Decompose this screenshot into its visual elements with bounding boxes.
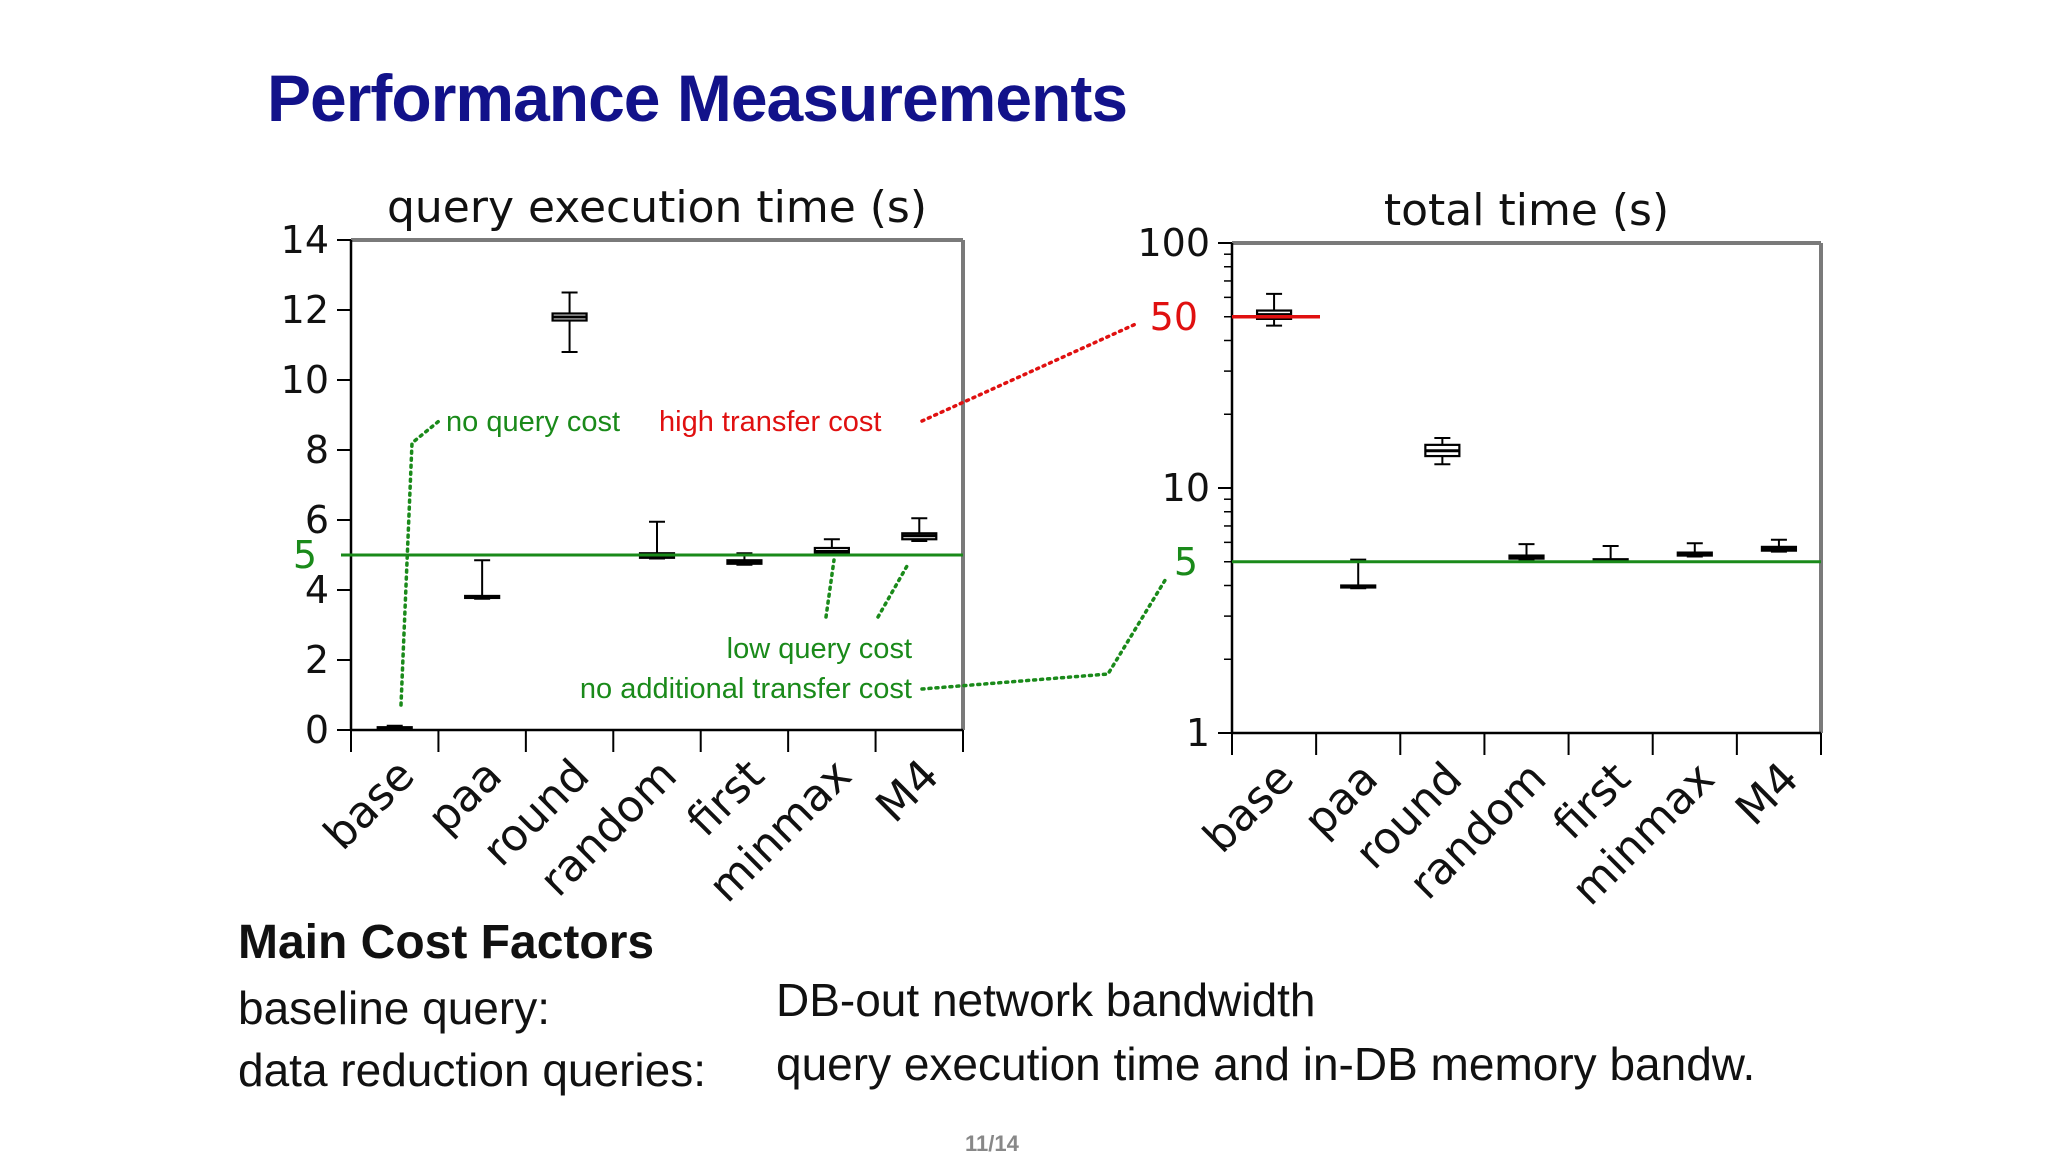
annotation-low-query-cost: low query cost [727,633,912,665]
annotation-no-query-cost: no query cost [446,406,620,438]
y-tick-label: 12 [281,288,329,332]
box-paa [1340,558,1377,590]
box-paa [464,559,501,600]
cost-factors-section: Main Cost Factors baseline query: DB-out… [238,915,1755,1096]
box-base [1255,292,1293,327]
connector-high-transfer-cost [920,321,1140,423]
reference-label-5: 5 [1174,540,1198,584]
y-tick-label: 100 [1137,221,1210,265]
box-base [376,724,413,731]
chart-total-time: total time (s)110100basepaaroundrandomfi… [1137,185,1823,915]
cost-factors-heading: Main Cost Factors [238,916,655,969]
box-first [726,552,763,566]
y-tick-label: 10 [1162,466,1210,510]
x-category-label: base [314,750,424,860]
annotation-high-transfer-cost: high transfer cost [659,406,881,438]
box-round [1424,436,1461,466]
y-tick-label: 0 [305,708,329,752]
x-category-label: base [1194,753,1304,863]
y-tick-label: 4 [305,568,329,612]
y-tick-label: 2 [305,638,329,682]
cost-label: data reduction queries: [238,1044,706,1096]
chart-query-execution-time: query execution time (s)02468101214basep… [281,182,965,912]
connector-no-additional-transfer-cost [920,575,1169,691]
box-random [1508,543,1545,561]
y-tick-label: 10 [281,358,329,402]
box-random [638,520,676,560]
connector-low-query-cost-m4 [876,564,909,619]
y-tick-label: 14 [281,218,329,262]
box-M4 [901,517,938,542]
box-first [1592,544,1629,563]
reference-label-5: 5 [293,533,317,577]
x-category-label: M4 [1726,753,1809,836]
cost-value: query execution time and in-DB memory ba… [776,1038,1756,1090]
box-minmax [813,538,850,556]
box-M4 [1760,538,1798,553]
annotation-no-additional-transfer-cost: no additional transfer cost [580,673,912,705]
box-round [551,291,588,353]
chart-title: query execution time (s) [387,182,927,233]
connector-no-query-cost [399,419,441,707]
connector-low-query-cost-minmax [824,558,836,619]
box-minmax [1676,542,1713,558]
y-tick-label: 8 [305,428,329,472]
y-tick-label: 6 [305,498,329,542]
reference-label-50: 50 [1150,295,1198,339]
x-category-label: M4 [866,750,949,833]
annotation-connectors [399,321,1169,707]
cost-value: DB-out network bandwidth [776,974,1316,1026]
slide-title: Performance Measurements [267,61,1128,135]
cost-label: baseline query: [238,982,550,1034]
chart-title: total time (s) [1384,185,1669,236]
page-number: 11/14 [965,1131,1019,1156]
y-tick-label: 1 [1186,711,1210,755]
